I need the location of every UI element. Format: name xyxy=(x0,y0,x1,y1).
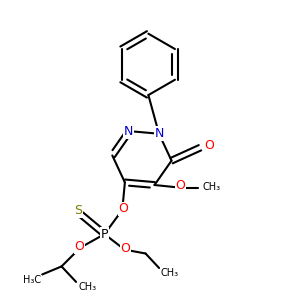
Text: H₃C: H₃C xyxy=(23,275,41,285)
Text: O: O xyxy=(205,139,214,152)
Text: O: O xyxy=(75,240,85,253)
Text: O: O xyxy=(118,202,128,215)
Text: N: N xyxy=(124,124,134,138)
Text: P: P xyxy=(101,228,108,241)
Text: O: O xyxy=(121,242,130,255)
Text: CH₃: CH₃ xyxy=(161,268,179,278)
Text: N: N xyxy=(155,127,164,140)
Text: S: S xyxy=(74,204,82,218)
Text: CH₃: CH₃ xyxy=(78,282,96,292)
Text: O: O xyxy=(176,179,186,192)
Text: CH₃: CH₃ xyxy=(202,182,220,192)
